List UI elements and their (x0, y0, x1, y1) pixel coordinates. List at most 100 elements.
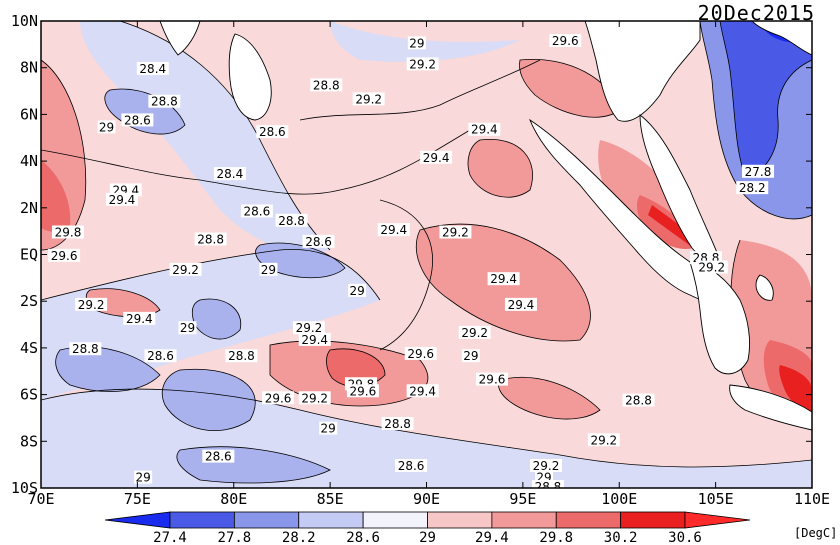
map-panel: 2929.229.628.428.828.62928.828.629.229.4… (41, 21, 812, 494)
contour-label-bg (121, 113, 154, 127)
contour-label-bg (458, 325, 491, 339)
contour-label-bg (136, 62, 169, 76)
colorbar-segment (169, 511, 235, 529)
contour-label: 29 (321, 422, 336, 436)
unit-label: [DegC] (794, 526, 837, 540)
contour-label: 29.2 (590, 433, 617, 447)
contour-label-bg (202, 449, 235, 463)
contour-label-bg (51, 225, 84, 239)
contour-label-bg (487, 272, 520, 286)
colorbar-low-arrow (104, 511, 171, 529)
contour-label-bg (178, 321, 197, 335)
y-tick-label: EQ (20, 246, 38, 264)
x-tick-label: 95E (509, 490, 536, 508)
contour-label: 29.4 (409, 384, 436, 398)
colorbar-tick-label: 30.6 (668, 530, 702, 545)
contour-label: 28.8 (278, 214, 305, 228)
contour-label-bg (298, 332, 331, 346)
contour-label-bg (169, 262, 202, 276)
contour-label-bg (240, 204, 273, 218)
contour-label-bg (736, 181, 769, 195)
contour-label: 29 (99, 120, 114, 134)
x-tick-label: 85E (317, 490, 344, 508)
contour-label: 29 (180, 321, 195, 335)
contour-label: 29 (136, 471, 151, 485)
contour-label: 28.8 (535, 480, 562, 494)
contour-label-bg (256, 125, 289, 139)
contour-label: 28.6 (259, 125, 286, 139)
contour-label: 29.2 (172, 263, 199, 277)
colorbar-tick-label: 28.6 (346, 530, 380, 545)
contour-label: 29.4 (126, 312, 153, 326)
contour-label-bg (298, 391, 331, 405)
contour-label-bg (476, 372, 509, 386)
y-tick-label: 6N (20, 105, 38, 123)
contour-label: 29.4 (423, 151, 450, 165)
contour-label: 28.8 (197, 232, 224, 246)
contour-label: 29.6 (350, 384, 377, 398)
contour-label-bg (622, 393, 655, 407)
contour-label-bg (310, 78, 343, 92)
contour-label-bg (406, 384, 439, 398)
y-tick-label: 10S (11, 479, 38, 497)
contour-label-bg (275, 213, 308, 227)
y-axis: 10N 8N 6N 4N 2N EQ 2S 4S 6S 8S 10S (11, 12, 812, 497)
colorbar-segment (298, 511, 364, 529)
colorbar-segment (555, 511, 622, 529)
x-tick-label: 75E (124, 490, 151, 508)
contour-label-bg (377, 223, 410, 237)
contour-label: 28.8 (313, 78, 340, 92)
contour-label-bg (439, 225, 472, 239)
contour-label: 29 (349, 284, 364, 298)
y-tick-label: 4N (20, 152, 38, 170)
contour-label-bg (395, 458, 428, 472)
contour-label-bg (134, 470, 153, 484)
contour-label: 28.4 (217, 167, 244, 181)
contour-label: 29.2 (355, 92, 382, 106)
contour-label: 28.8 (72, 342, 99, 356)
contour-label-bg (504, 297, 537, 311)
contour-label: 28.4 (139, 62, 166, 76)
contour-label-bg (213, 167, 246, 181)
x-tick-label: 100E (601, 490, 637, 508)
contour-label-bg (352, 92, 385, 106)
contour-label-bg (587, 433, 620, 447)
contour-label-bg (48, 248, 81, 262)
bangka-island (755, 274, 774, 301)
contour-label: 29.4 (508, 298, 535, 312)
x-tick-label: 110E (794, 490, 830, 508)
contour-label: 29.2 (296, 321, 323, 335)
x-axis: 70E 75E 80E 85E 90E 95E 100E 105E 110E (27, 21, 830, 508)
contour-label: 29 (463, 349, 478, 363)
contour-label-bg (75, 297, 108, 311)
y-tick-label: 8S (20, 432, 38, 450)
contour-label: 29.6 (51, 249, 78, 263)
contour-label: 29.4 (471, 123, 498, 137)
contour-label-bg (69, 342, 102, 356)
contour-label: 28.8 (151, 95, 178, 109)
contour-label: 29.2 (533, 459, 560, 473)
contour-label: 28.6 (124, 113, 151, 127)
colorbar-segment (491, 511, 557, 529)
colorbar-tick-label: 29 (419, 530, 436, 545)
contour-label-bg (420, 150, 453, 164)
date-title: 20Dec2015 (698, 1, 815, 25)
contour-label: 29 (409, 36, 424, 50)
contour-label: 28.6 (398, 459, 425, 473)
y-tick-label: 6S (20, 386, 38, 404)
x-tick-label: 105E (698, 490, 734, 508)
contour-label: 29.6 (552, 34, 579, 48)
contour-label: 28.6 (205, 450, 232, 464)
contour-label: 27.8 (745, 165, 772, 179)
contour-label-bg (381, 416, 414, 430)
contour-label: 29.2 (442, 225, 469, 239)
colorbar-segment (427, 511, 493, 529)
colorbar-tick-label: 27.8 (218, 530, 252, 545)
contour-label-bg (194, 232, 227, 246)
contour-label: 29.4 (490, 272, 517, 286)
y-tick-label: 8N (20, 59, 38, 77)
contour-lines (41, 21, 812, 484)
contour-label-bg (406, 57, 439, 71)
india-land (159, 21, 201, 56)
